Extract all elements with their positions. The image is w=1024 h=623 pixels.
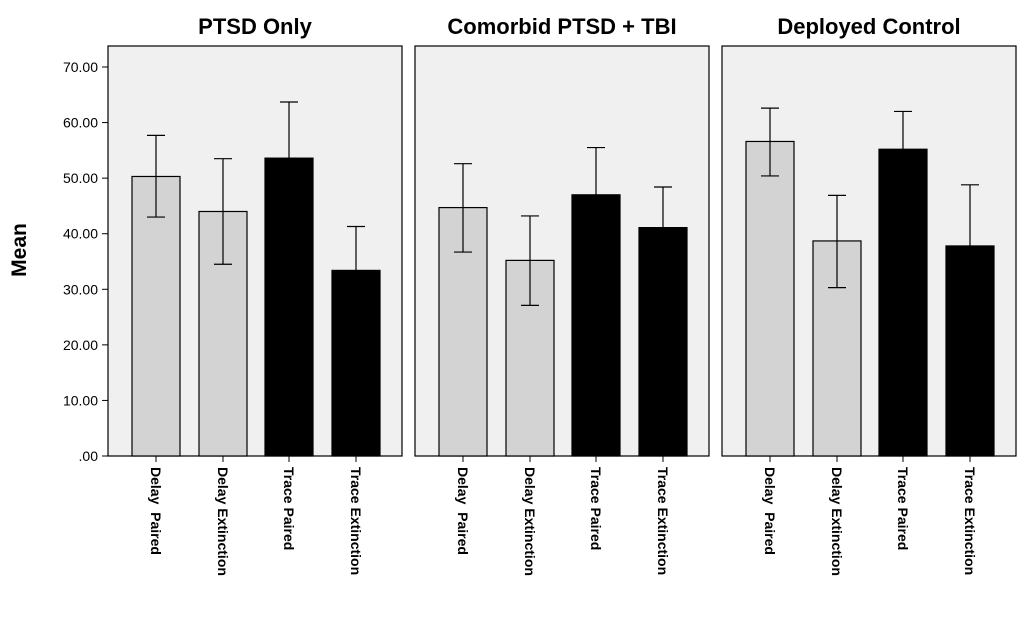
error-bar xyxy=(894,110,912,189)
category-label: Trace Paired xyxy=(588,467,604,550)
bar xyxy=(745,140,795,457)
panel: Comorbid PTSD + TBI Delay Paired Delay Ext… xyxy=(414,14,710,576)
y-tick-label: 20.00 xyxy=(63,337,98,353)
error-bar xyxy=(454,163,472,253)
panel-title: Comorbid PTSD + TBI xyxy=(447,14,676,39)
panel-title: Deployed Control xyxy=(777,14,960,39)
panels: PTSD Only Delay Paired Delay Extinction Tra… xyxy=(107,14,1017,576)
panel: Deployed Control Delay Paired Delay Extinc… xyxy=(721,14,1017,576)
category-label: Trace Paired xyxy=(895,467,911,550)
error-bar xyxy=(654,186,672,269)
bar xyxy=(131,175,181,457)
error-bar xyxy=(147,134,165,218)
y-tick-label: 50.00 xyxy=(63,170,98,186)
category-label: Delay Extinction xyxy=(522,467,538,576)
category-label: Delay Paired xyxy=(148,467,164,555)
error-bar xyxy=(347,225,365,316)
bar xyxy=(331,269,381,457)
category-label: Delay Extinction xyxy=(829,467,845,576)
category-label: Delay Paired xyxy=(455,467,471,555)
y-tick-label: 10.00 xyxy=(63,392,98,408)
error-bar xyxy=(761,107,779,177)
category-label: Trace Paired xyxy=(281,467,297,550)
category-label: Trace Extinction xyxy=(348,467,364,575)
y-axis: .00 10.00 20.00 30.00 40.00 50.00 60.00 70.00 xyxy=(63,59,108,464)
category-label: Trace Extinction xyxy=(655,467,671,575)
bar xyxy=(878,148,928,457)
panel: PTSD Only Delay Paired Delay Extinction Tra… xyxy=(107,14,403,576)
category-label: Trace Extinction xyxy=(962,467,978,575)
panel-title: PTSD Only xyxy=(198,14,312,39)
error-bar xyxy=(280,101,298,214)
y-tick-label: 40.00 xyxy=(63,226,98,242)
error-bar xyxy=(587,146,605,243)
error-bar xyxy=(828,194,846,289)
y-tick-label: 30.00 xyxy=(63,281,98,297)
category-label: Delay Paired xyxy=(762,467,778,555)
y-tick-label: .00 xyxy=(79,448,99,464)
y-axis-title: Mean xyxy=(8,223,31,277)
error-bar xyxy=(521,215,539,307)
y-tick-label: 60.00 xyxy=(63,115,98,131)
y-tick-label: 70.00 xyxy=(63,59,98,75)
error-bar xyxy=(214,158,232,265)
error-bar xyxy=(961,184,979,308)
category-label: Delay Extinction xyxy=(215,467,231,576)
